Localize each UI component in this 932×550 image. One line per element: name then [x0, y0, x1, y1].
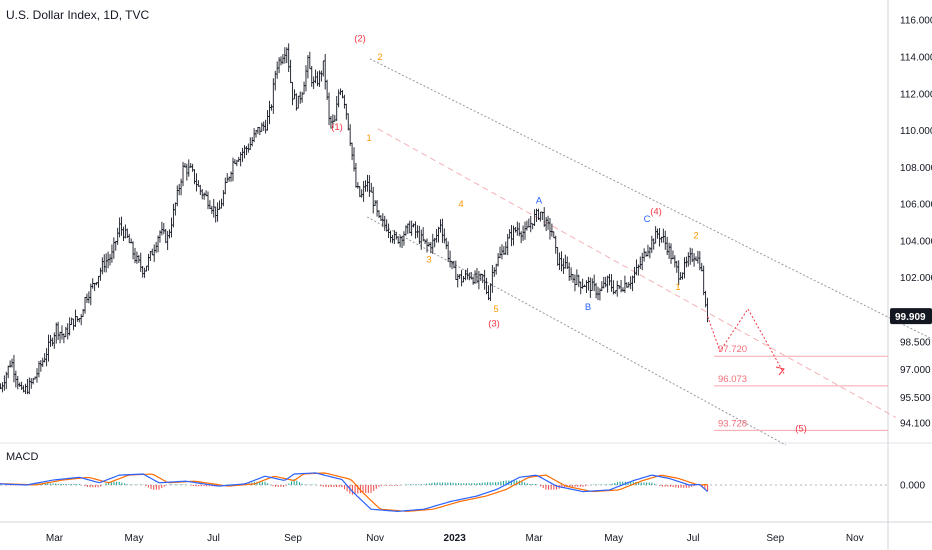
elliott-wave-labels: (2) (1) 2 1 4 3 5 (3) A B C(4) 2 1 (5) — [331, 34, 807, 435]
time-tick-label: Nov — [846, 533, 864, 544]
wave-label: C — [644, 214, 651, 225]
price-axis[interactable]: 116.000 114.000 112.000 110.000 108.000 106.0… — [890, 16, 932, 492]
wave-label: B — [585, 302, 591, 313]
channel-upper-line — [369, 58, 932, 340]
macd-label: MACD — [6, 451, 39, 463]
time-tick-label: May — [604, 533, 623, 544]
price-tick-label: 108.000 — [900, 163, 932, 174]
wave-label: 5 — [493, 304, 498, 315]
projection-level-label: 96.073 — [718, 374, 747, 385]
time-axis[interactable]: Mar May Jul Sep Nov 2023 Mar May Jul Sep Nov — [46, 533, 864, 544]
projection-levels: 97.720 96.073 93.728 — [714, 344, 888, 431]
price-tick-label: 94.100 — [900, 419, 931, 430]
price-tick-label: 98.500 — [900, 338, 931, 349]
wave-label: 1 — [366, 133, 371, 144]
wave-label: (5) — [795, 424, 807, 435]
wave-label: 4 — [458, 199, 463, 210]
price-tick-label: 95.500 — [900, 393, 931, 404]
wave-label: 3 — [426, 254, 431, 265]
channel-middle-line — [377, 128, 897, 418]
time-tick-label: Sep — [284, 533, 302, 544]
projection-level-label: 97.720 — [718, 344, 747, 355]
wave-label: 2 — [693, 230, 698, 241]
last-price-tag — [890, 308, 932, 325]
candlestick-series — [0, 43, 709, 395]
time-tick-label: Mar — [46, 533, 64, 544]
price-tick-label: 97.000 — [900, 365, 931, 376]
last-price-label: 99.909 — [895, 312, 926, 323]
macd-line — [0, 472, 708, 513]
macd-zero-label: 0.000 — [900, 481, 925, 492]
price-tick-label: 106.000 — [900, 200, 932, 211]
macd-pane — [0, 472, 888, 513]
time-tick-label: Jul — [687, 533, 700, 544]
projection-arrowhead — [775, 366, 785, 376]
wave-label: A — [536, 195, 543, 206]
price-tick-label: 102.000 — [900, 273, 932, 284]
time-tick-label: 2023 — [444, 533, 467, 544]
projection-polyline — [707, 308, 785, 374]
time-tick-label: Jul — [207, 533, 220, 544]
parallel-channel — [366, 58, 932, 446]
time-tick-label: Sep — [766, 533, 784, 544]
price-tick-label: 114.000 — [900, 53, 932, 64]
projection-level-label: 93.728 — [718, 418, 747, 429]
time-tick-label: May — [125, 533, 144, 544]
price-tick-label: 104.000 — [900, 236, 932, 247]
price-tick-label: 116.000 — [900, 16, 932, 27]
channel-lower-line — [366, 216, 787, 446]
price-tick-label: 112.000 — [900, 89, 932, 100]
chart-title: U.S. Dollar Index, 1D, TVC — [6, 8, 150, 22]
wave-label: 2 — [377, 52, 382, 63]
projection-path — [707, 308, 785, 376]
time-tick-label: Mar — [526, 533, 544, 544]
wave-label: (2) — [354, 34, 366, 45]
wave-label: 1 — [675, 282, 680, 293]
price-tick-label: 110.000 — [900, 126, 932, 137]
time-tick-label: Nov — [366, 533, 384, 544]
wave-label: (3) — [488, 319, 500, 330]
wave-label: (1) — [331, 122, 343, 133]
wave-label: (4) — [650, 206, 662, 217]
